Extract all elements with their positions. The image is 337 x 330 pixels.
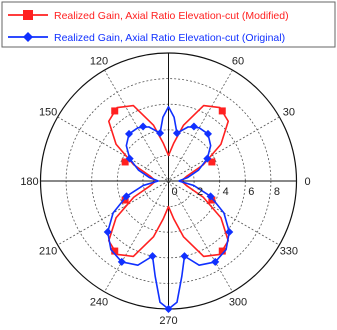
legend-label-modified: Realized Gain, Axial Ratio Elevation-cut… <box>54 10 289 22</box>
series-marker <box>125 154 134 163</box>
series-marker <box>206 192 215 201</box>
series-marker <box>139 122 148 131</box>
series-marker <box>225 228 234 237</box>
radial-tick-label: 4 <box>223 186 229 198</box>
series-line <box>106 105 231 310</box>
series-layer <box>103 104 234 313</box>
angle-tick-label: 0 <box>304 176 310 188</box>
series-marker <box>117 257 126 266</box>
radial-tick-label: 2 <box>197 186 203 198</box>
series-marker <box>211 257 220 266</box>
angle-tick-label: 30 <box>283 107 295 119</box>
series-marker <box>218 107 226 115</box>
series-marker <box>111 107 119 115</box>
series-marker <box>148 252 157 261</box>
grid-spoke <box>57 116 280 246</box>
series-marker <box>189 122 198 131</box>
series-marker <box>156 129 165 138</box>
angle-tick-label: 150 <box>39 107 57 119</box>
series-marker <box>180 252 189 261</box>
series-marker <box>203 129 212 138</box>
series-marker <box>203 154 212 163</box>
angle-tick-label: 270 <box>159 315 177 327</box>
series-marker <box>122 192 131 201</box>
angle-tick-label: 180 <box>20 176 38 188</box>
radial-tick-label: 0 <box>171 186 177 198</box>
radial-tick-label: 6 <box>248 186 254 198</box>
series-marker <box>208 158 216 166</box>
angle-tick-label: 240 <box>90 296 108 308</box>
series-marker <box>121 158 129 166</box>
legend-entry-modified: Realized Gain, Axial Ratio Elevation-cut… <box>8 10 289 22</box>
tick-labels: 0 30 60 120 150 180 210 240 270 300 330 0 2 4 6 8 <box>20 56 310 327</box>
angle-tick-label: 60 <box>232 56 244 68</box>
legend-entry-original: Realized Gain, Axial Ratio Elevation-cut… <box>8 32 285 44</box>
radial-tick-label: 8 <box>274 186 280 198</box>
angle-tick-label: 300 <box>229 296 247 308</box>
angle-tick-label: 210 <box>39 246 57 258</box>
legend-box <box>1 1 336 48</box>
angle-tick-label: 120 <box>90 56 108 68</box>
series-marker <box>218 247 226 255</box>
legend: Realized Gain, Axial Ratio Elevation-cut… <box>1 1 336 48</box>
polar-grid <box>39 52 298 310</box>
series-marker <box>121 196 129 204</box>
series-marker <box>125 129 134 138</box>
legend-label-original: Realized Gain, Axial Ratio Elevation-cut… <box>54 32 285 44</box>
angle-tick-label: 330 <box>280 246 298 258</box>
series-1 <box>103 105 234 313</box>
series-marker <box>111 247 119 255</box>
series-marker <box>208 196 216 204</box>
series-marker <box>164 305 173 313</box>
series-marker <box>172 129 181 138</box>
series-marker <box>103 228 112 237</box>
